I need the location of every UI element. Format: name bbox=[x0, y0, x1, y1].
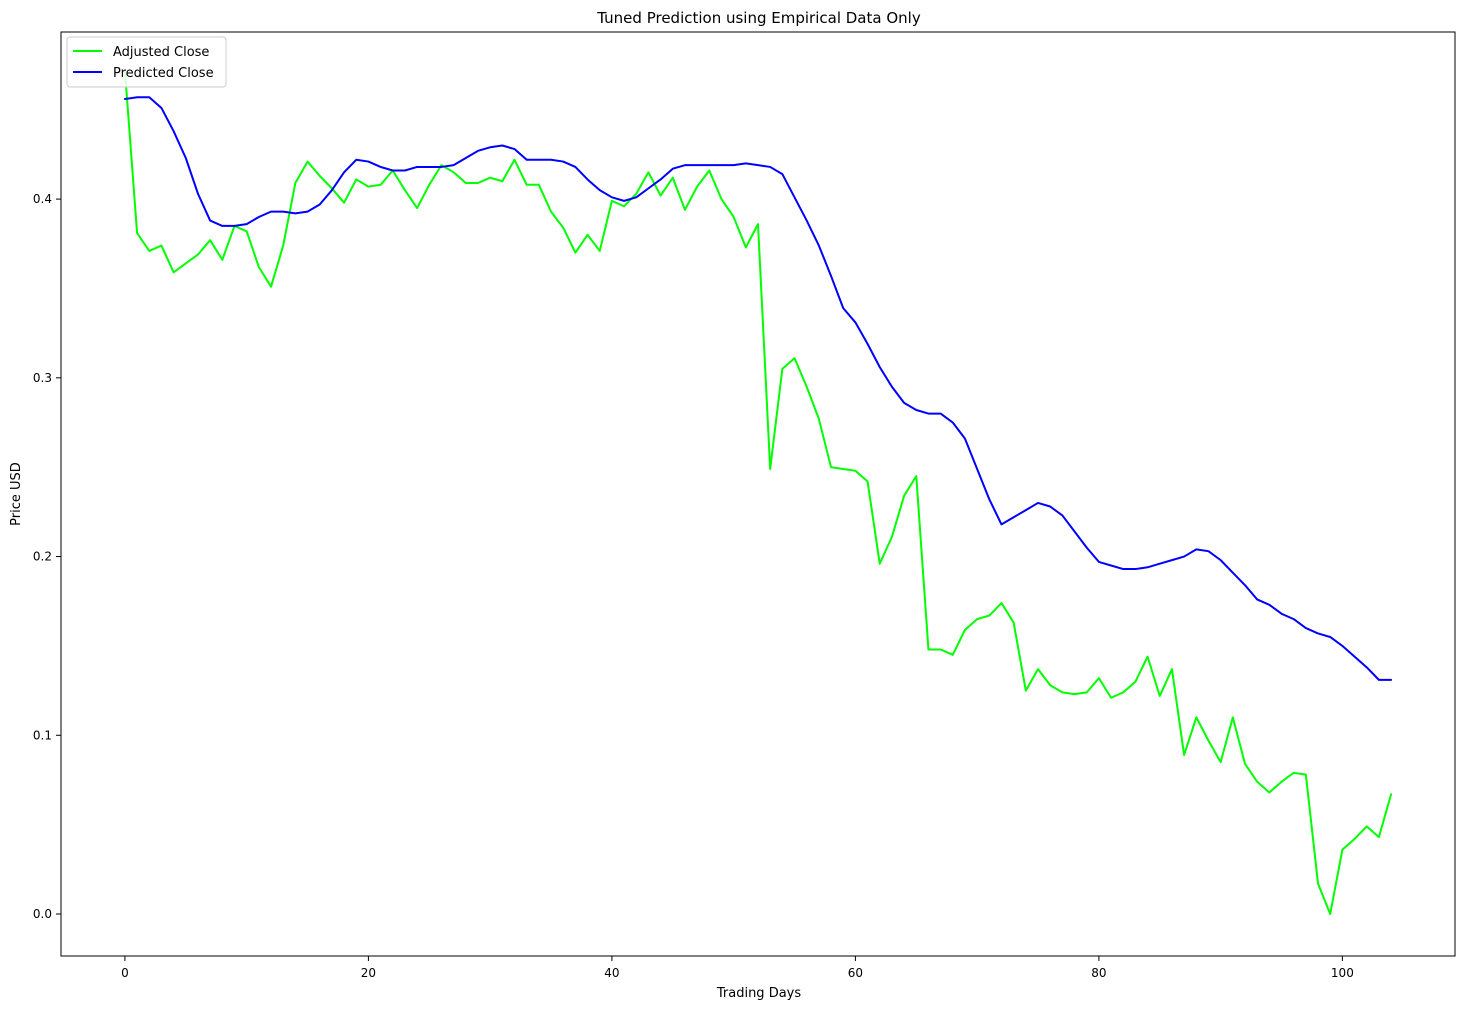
series-layer bbox=[123, 69, 1393, 915]
x-axis: 0 20 40 60 80 100 bbox=[121, 956, 1354, 980]
x-tick-label: 80 bbox=[1091, 966, 1106, 980]
plot-area bbox=[61, 32, 1455, 956]
legend-label-predicted-close: Predicted Close bbox=[113, 66, 214, 81]
x-tick-label: 100 bbox=[1331, 966, 1354, 980]
x-tick-label: 0 bbox=[121, 966, 129, 980]
y-tick-label: 0.3 bbox=[33, 371, 52, 385]
legend-label-adjusted-close: Adjusted Close bbox=[113, 45, 209, 60]
series-line-adjusted-close bbox=[123, 69, 1393, 915]
x-tick-label: 20 bbox=[361, 966, 376, 980]
x-tick-label: 40 bbox=[604, 966, 619, 980]
chart-title: Tuned Prediction using Empirical Data On… bbox=[596, 9, 921, 27]
y-axis-title: Price USD bbox=[9, 462, 24, 526]
y-tick-label: 0.1 bbox=[33, 728, 52, 742]
legend: Adjusted Close Predicted Close bbox=[66, 36, 227, 88]
plot-frame bbox=[60, 31, 1456, 957]
y-axis: 0.0 0.1 0.2 0.3 0.4 bbox=[33, 192, 61, 921]
y-tick-label: 0.4 bbox=[33, 192, 52, 206]
y-tick-label: 0.0 bbox=[33, 907, 52, 921]
y-tick-label: 0.2 bbox=[33, 550, 52, 564]
x-axis-title: Trading Days bbox=[716, 986, 801, 1001]
series-line-predicted-close bbox=[123, 96, 1393, 681]
legend-box bbox=[66, 36, 227, 88]
x-tick-label: 60 bbox=[848, 966, 863, 980]
